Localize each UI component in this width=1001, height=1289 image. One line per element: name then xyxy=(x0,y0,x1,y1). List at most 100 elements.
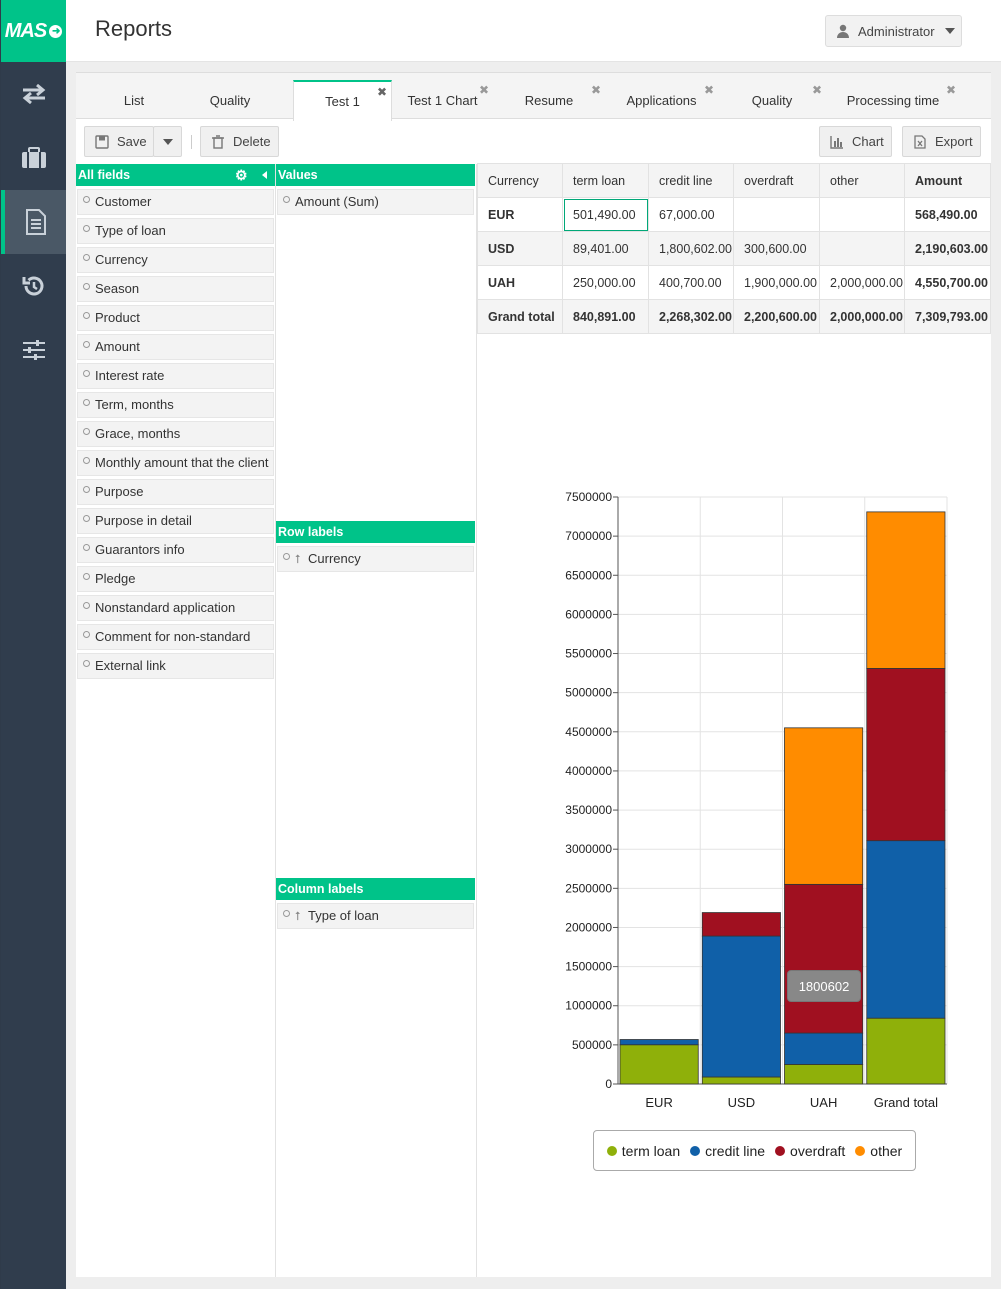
top-header: Reports Administrator xyxy=(66,0,1001,62)
bar-segment-other-uah[interactable] xyxy=(784,727,864,885)
user-menu-button[interactable]: Administrator xyxy=(825,15,962,47)
legend-item-term-loan[interactable]: term loan xyxy=(606,1143,680,1159)
column-header[interactable]: Amount xyxy=(904,163,991,198)
bar-segment-credit-line-grand-total[interactable] xyxy=(866,840,946,1019)
tab-quality[interactable]: Quality xyxy=(180,80,280,120)
close-icon[interactable]: ✖ xyxy=(945,83,956,97)
document-icon[interactable] xyxy=(1,190,66,254)
delete-button[interactable]: Delete xyxy=(200,126,279,157)
table-cell[interactable]: 501,490.00 xyxy=(562,197,649,232)
field-item[interactable]: Purpose in detail xyxy=(77,508,274,534)
bar-segment-overdraft-usd[interactable] xyxy=(701,912,781,937)
collapse-left-icon[interactable] xyxy=(262,171,267,179)
column-header[interactable]: other xyxy=(819,163,905,198)
table-cell[interactable]: 840,891.00 xyxy=(562,299,649,334)
bar-segment-overdraft-uah[interactable] xyxy=(784,883,864,1034)
close-icon[interactable]: ✖ xyxy=(376,85,387,99)
table-cell[interactable]: 2,190,603.00 xyxy=(904,231,991,266)
field-item[interactable]: Purpose xyxy=(77,479,274,505)
table-cell[interactable] xyxy=(819,231,905,266)
table-cell[interactable]: 1,800,602.00 xyxy=(648,231,734,266)
row-header[interactable]: Grand total xyxy=(477,299,563,334)
field-item[interactable]: Product xyxy=(77,305,274,331)
row-header[interactable]: UAH xyxy=(477,265,563,300)
close-icon[interactable]: ✖ xyxy=(703,83,714,97)
history-icon[interactable] xyxy=(1,254,66,318)
close-icon[interactable]: ✖ xyxy=(811,83,822,97)
bar-segment-term-loan-uah[interactable] xyxy=(784,1064,864,1085)
field-item[interactable]: Pledge xyxy=(77,566,274,592)
chart-button[interactable]: Chart xyxy=(819,126,892,157)
table-cell[interactable]: 300,600.00 xyxy=(733,231,820,266)
field-item[interactable]: Comment for non-standard xyxy=(77,624,274,650)
bar-segment-credit-line-eur[interactable] xyxy=(619,1039,699,1046)
field-item[interactable]: Term, months xyxy=(77,392,274,418)
logo[interactable]: MAS ➜ xyxy=(1,0,66,62)
tab-list[interactable]: List xyxy=(88,80,180,120)
table-cell[interactable]: 2,268,302.00 xyxy=(648,299,734,334)
table-cell[interactable] xyxy=(819,197,905,232)
y-tick-label: 1500000 xyxy=(565,960,612,974)
row-header[interactable]: EUR xyxy=(477,197,563,232)
table-cell[interactable]: 568,490.00 xyxy=(904,197,991,232)
row-label-field-currency[interactable]: ⭡ Currency xyxy=(277,546,474,572)
row-header[interactable]: USD xyxy=(477,231,563,266)
save-options-dropdown[interactable] xyxy=(153,126,182,157)
bar-segment-overdraft-grand-total[interactable] xyxy=(866,668,946,842)
field-item[interactable]: Season xyxy=(77,276,274,302)
save-button[interactable]: Save xyxy=(84,126,154,157)
column-header[interactable]: term loan xyxy=(562,163,649,198)
field-item[interactable]: External link xyxy=(77,653,274,679)
table-cell[interactable]: 2,200,600.00 xyxy=(733,299,820,334)
values-field-amount-sum[interactable]: Amount (Sum) xyxy=(277,189,474,215)
tab-processing-time[interactable]: Processing time ✖ xyxy=(826,80,960,120)
sliders-icon[interactable] xyxy=(1,318,66,382)
field-item[interactable]: Grace, months xyxy=(77,421,274,447)
field-item[interactable]: Amount xyxy=(77,334,274,360)
table-cell[interactable]: 2,000,000.00 xyxy=(819,299,905,334)
bar-segment-term-loan-eur[interactable] xyxy=(619,1044,699,1085)
table-cell[interactable]: 4,550,700.00 xyxy=(904,265,991,300)
export-button[interactable]: Export xyxy=(902,126,981,157)
field-item[interactable]: Nonstandard application xyxy=(77,595,274,621)
table-cell[interactable]: 7,309,793.00 xyxy=(904,299,991,334)
tab-test-1[interactable]: Test 1 ✖ xyxy=(293,80,392,121)
table-cell[interactable] xyxy=(733,197,820,232)
column-label-field-type-of-loan[interactable]: ⭡ Type of loan xyxy=(277,903,474,929)
table-cell[interactable]: 250,000.00 xyxy=(562,265,649,300)
bar-segment-credit-line-usd[interactable] xyxy=(701,935,781,1078)
sort-up-icon[interactable]: ⭡ xyxy=(295,552,301,566)
field-item[interactable]: Guarantors info xyxy=(77,537,274,563)
column-header[interactable]: overdraft xyxy=(733,163,820,198)
table-cell[interactable]: 67,000.00 xyxy=(648,197,734,232)
field-item[interactable]: Customer xyxy=(77,189,274,215)
bar-segment-term-loan-usd[interactable] xyxy=(701,1076,781,1085)
bar-segment-credit-line-uah[interactable] xyxy=(784,1032,864,1065)
field-item[interactable]: Interest rate xyxy=(77,363,274,389)
table-cell[interactable]: 1,900,000.00 xyxy=(733,265,820,300)
gear-icon[interactable]: ⚙ xyxy=(235,167,248,183)
tab-applications[interactable]: Applications ✖ xyxy=(605,80,718,120)
close-icon[interactable]: ✖ xyxy=(590,83,601,97)
table-cell[interactable]: 400,700.00 xyxy=(648,265,734,300)
briefcase-icon[interactable] xyxy=(1,126,66,190)
transfer-icon[interactable] xyxy=(1,62,66,126)
tab-test-1-chart[interactable]: Test 1 Chart ✖ xyxy=(392,80,493,120)
bar-segment-term-loan-grand-total[interactable] xyxy=(866,1017,946,1085)
table-cell[interactable]: 2,000,000.00 xyxy=(819,265,905,300)
legend-item-credit-line[interactable]: credit line xyxy=(690,1143,765,1159)
field-item[interactable]: Currency xyxy=(77,247,274,273)
field-item[interactable]: Monthly amount that the client xyxy=(77,450,274,476)
legend-item-overdraft[interactable]: overdraft xyxy=(775,1143,845,1159)
tab-quality-2[interactable]: Quality ✖ xyxy=(718,80,826,120)
close-icon[interactable]: ✖ xyxy=(478,83,489,97)
field-item[interactable]: Type of loan xyxy=(77,218,274,244)
table-cell[interactable]: 89,401.00 xyxy=(562,231,649,266)
y-tick-label: 0 xyxy=(605,1077,612,1091)
column-header[interactable]: Currency xyxy=(477,163,563,198)
tab-resume[interactable]: Resume ✖ xyxy=(493,80,605,120)
column-header[interactable]: credit line xyxy=(648,163,734,198)
bar-segment-other-grand-total[interactable] xyxy=(866,511,946,669)
sort-up-icon[interactable]: ⭡ xyxy=(295,909,301,923)
legend-item-other[interactable]: other xyxy=(855,1143,902,1159)
